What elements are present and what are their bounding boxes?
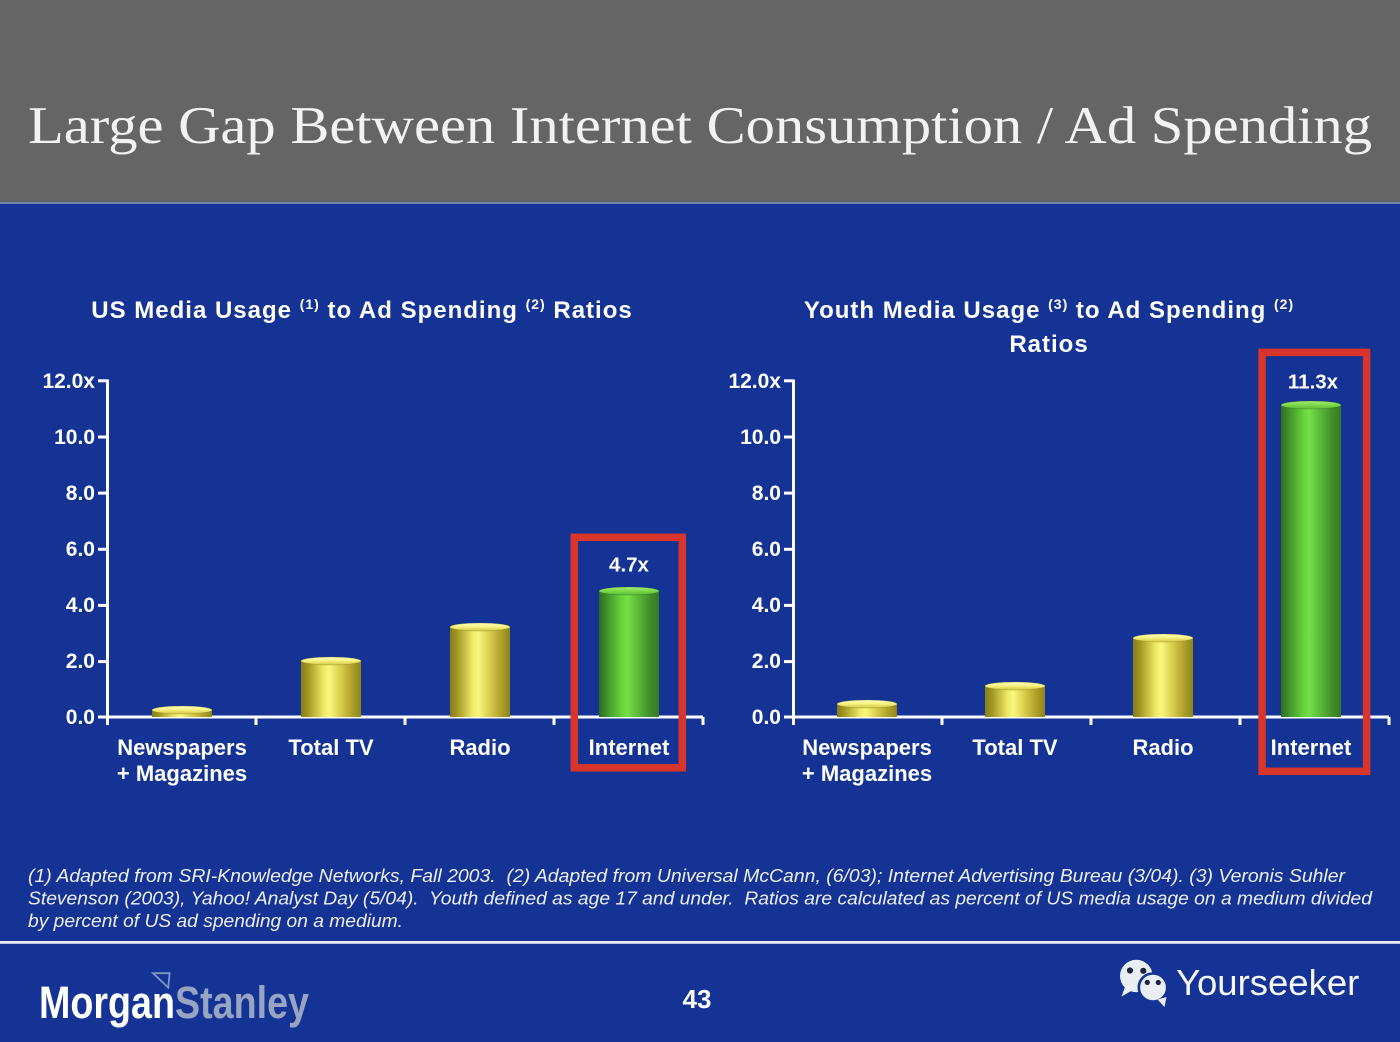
svg-text:4.0: 4.0	[752, 594, 781, 617]
svg-text:11.3x: 11.3x	[1288, 371, 1339, 394]
svg-text:12.0x: 12.0x	[728, 370, 781, 393]
svg-text:Stevenson (2003), Yahoo! Analy: Stevenson (2003), Yahoo! Analyst Day (5/…	[28, 888, 1373, 909]
svg-text:8.0: 8.0	[66, 482, 95, 505]
svg-text:Yourseeker: Yourseeker	[1176, 962, 1359, 1003]
svg-text:6.0: 6.0	[752, 538, 781, 561]
svg-text:43: 43	[683, 984, 712, 1014]
svg-text:6.0: 6.0	[66, 538, 95, 561]
svg-text:Large Gap Between Internet Con: Large Gap Between Internet Consumption /…	[28, 97, 1372, 155]
svg-text:Newspapers: Newspapers	[117, 735, 247, 760]
svg-text:+ Magazines: + Magazines	[117, 761, 247, 786]
svg-text:Internet: Internet	[589, 735, 670, 760]
svg-text:Total TV: Total TV	[288, 735, 373, 760]
svg-text:Radio: Radio	[449, 735, 510, 760]
svg-text:Total TV: Total TV	[972, 735, 1057, 760]
svg-text:US Media Usage (1) to Ad Spend: US Media Usage (1) to Ad Spending (2) Ra…	[91, 296, 632, 324]
svg-text:4.7x: 4.7x	[609, 554, 649, 577]
svg-text:10.0: 10.0	[740, 426, 781, 449]
svg-text:8.0: 8.0	[752, 482, 781, 505]
svg-text:2.0: 2.0	[66, 650, 95, 673]
svg-text:12.0x: 12.0x	[42, 370, 95, 393]
svg-text:0.0: 0.0	[66, 706, 95, 729]
svg-text:Internet: Internet	[1271, 735, 1352, 760]
svg-text:4.0: 4.0	[66, 594, 95, 617]
svg-text:+ Magazines: + Magazines	[802, 761, 932, 786]
svg-text:by percent of US ad spending o: by percent of US ad spending on a medium…	[28, 910, 403, 931]
svg-text:Ratios: Ratios	[1009, 331, 1088, 358]
svg-text:0.0: 0.0	[752, 706, 781, 729]
svg-text:(1) Adapted from SRI-Knowledge: (1) Adapted from SRI-Knowledge Networks,…	[28, 865, 1346, 886]
svg-text:MorganStanley: MorganStanley	[39, 977, 309, 1028]
svg-text:Radio: Radio	[1132, 735, 1193, 760]
svg-text:Newspapers: Newspapers	[802, 735, 932, 760]
svg-text:2.0: 2.0	[752, 650, 781, 673]
svg-text:10.0: 10.0	[54, 426, 95, 449]
